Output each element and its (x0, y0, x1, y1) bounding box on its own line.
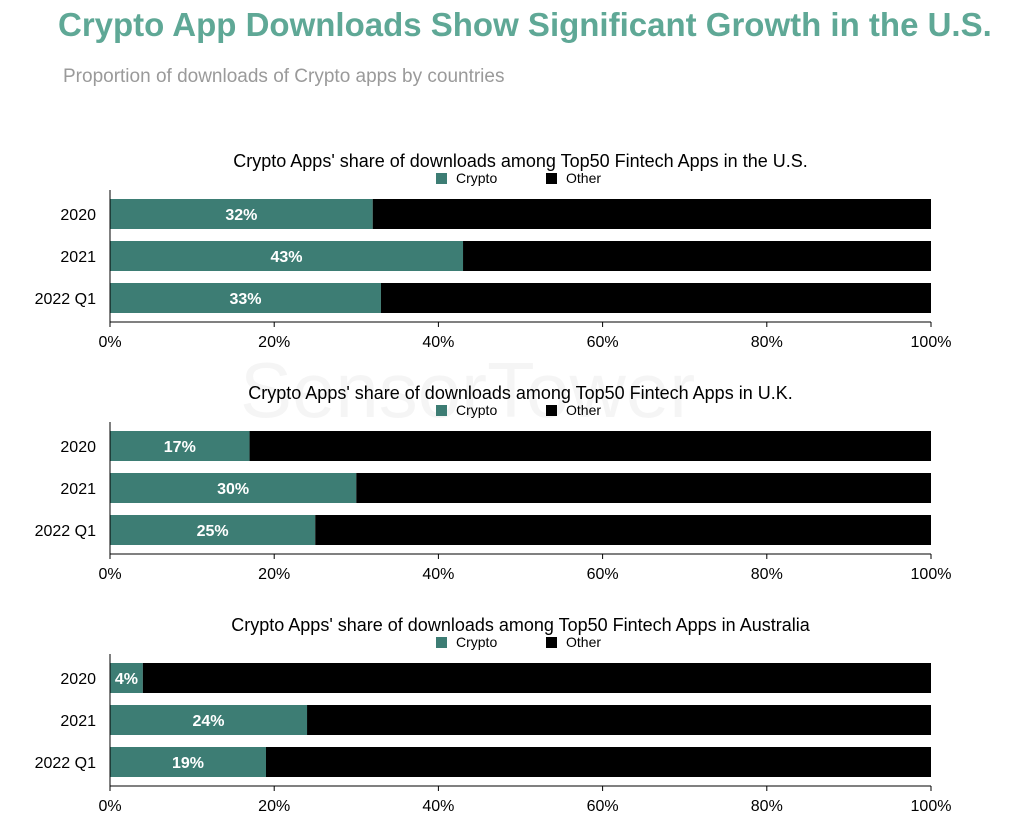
bar-crypto (110, 705, 308, 735)
x-tick-label: 0% (98, 334, 121, 351)
category-label: 2021 (60, 249, 96, 266)
category-label: 2020 (60, 207, 96, 224)
x-tick-label: 40% (422, 566, 454, 583)
x-tick-label: 0% (98, 566, 121, 583)
x-tick-label: 60% (587, 566, 619, 583)
x-tick-label: 60% (587, 798, 619, 815)
page-title: Crypto App Downloads Show Significant Gr… (58, 6, 992, 43)
bar-data-label: 4% (115, 671, 138, 688)
bar-crypto (110, 747, 266, 777)
bar-data-label: 24% (193, 713, 225, 730)
x-tick-label: 100% (911, 334, 952, 351)
x-tick-label: 80% (751, 566, 783, 583)
bar-other (249, 431, 931, 461)
bar-crypto (110, 431, 250, 461)
chart-title: Crypto Apps' share of downloads among To… (231, 615, 810, 635)
bar-crypto (110, 199, 373, 229)
bar-data-label: 17% (164, 439, 196, 456)
legend-label-other: Other (566, 170, 601, 186)
category-label: 2021 (60, 713, 96, 730)
bar-other (356, 473, 931, 503)
x-tick-label: 40% (422, 798, 454, 815)
bar-crypto (110, 515, 316, 545)
x-tick-label: 80% (751, 334, 783, 351)
bar-other (463, 241, 931, 271)
x-tick-label: 100% (911, 566, 952, 583)
bar-data-label: 25% (197, 523, 229, 540)
x-tick-label: 40% (422, 334, 454, 351)
category-label: 2021 (60, 481, 96, 498)
legend-swatch-crypto (436, 173, 447, 184)
x-tick-label: 100% (911, 798, 952, 815)
bar-data-label: 32% (225, 207, 257, 224)
legend-label-crypto: Crypto (456, 402, 497, 418)
chart-title: Crypto Apps' share of downloads among To… (248, 383, 792, 403)
legend-swatch-other (546, 637, 557, 648)
category-label: 2020 (60, 671, 96, 688)
chart-panel-2: Crypto Apps' share of downloads among To… (35, 383, 952, 583)
chart-panel-1: Crypto Apps' share of downloads among To… (35, 151, 952, 351)
bar-other (142, 663, 932, 693)
x-tick-label: 60% (587, 334, 619, 351)
bar-other (307, 705, 931, 735)
chart-title: Crypto Apps' share of downloads among To… (233, 151, 807, 171)
bar-data-label: 43% (270, 249, 302, 266)
legend-swatch-crypto (436, 405, 447, 416)
bar-data-label: 19% (172, 755, 204, 772)
bar-crypto (110, 663, 143, 693)
legend-swatch-other (546, 405, 557, 416)
x-tick-label: 80% (751, 798, 783, 815)
bar-data-label: 30% (217, 481, 249, 498)
bar-other (265, 747, 931, 777)
x-tick-label: 20% (258, 334, 290, 351)
x-tick-label: 20% (258, 798, 290, 815)
x-tick-label: 0% (98, 798, 121, 815)
legend-label-other: Other (566, 402, 601, 418)
category-label: 2022 Q1 (35, 755, 96, 772)
category-label: 2020 (60, 439, 96, 456)
bar-other (315, 515, 931, 545)
legend-label-crypto: Crypto (456, 170, 497, 186)
chart-panel-3: Crypto Apps' share of downloads among To… (35, 615, 952, 815)
x-tick-label: 20% (258, 566, 290, 583)
page-subtitle: Proportion of downloads of Crypto apps b… (63, 66, 505, 87)
bar-crypto (110, 241, 464, 271)
bar-crypto (110, 473, 357, 503)
legend-swatch-other (546, 173, 557, 184)
bar-data-label: 33% (229, 291, 261, 308)
legend-label-crypto: Crypto (456, 634, 497, 650)
legend-swatch-crypto (436, 637, 447, 648)
legend-label-other: Other (566, 634, 601, 650)
bar-other (372, 199, 932, 229)
bar-crypto (110, 283, 381, 313)
category-label: 2022 Q1 (35, 291, 96, 308)
bar-other (380, 283, 931, 313)
category-label: 2022 Q1 (35, 523, 96, 540)
